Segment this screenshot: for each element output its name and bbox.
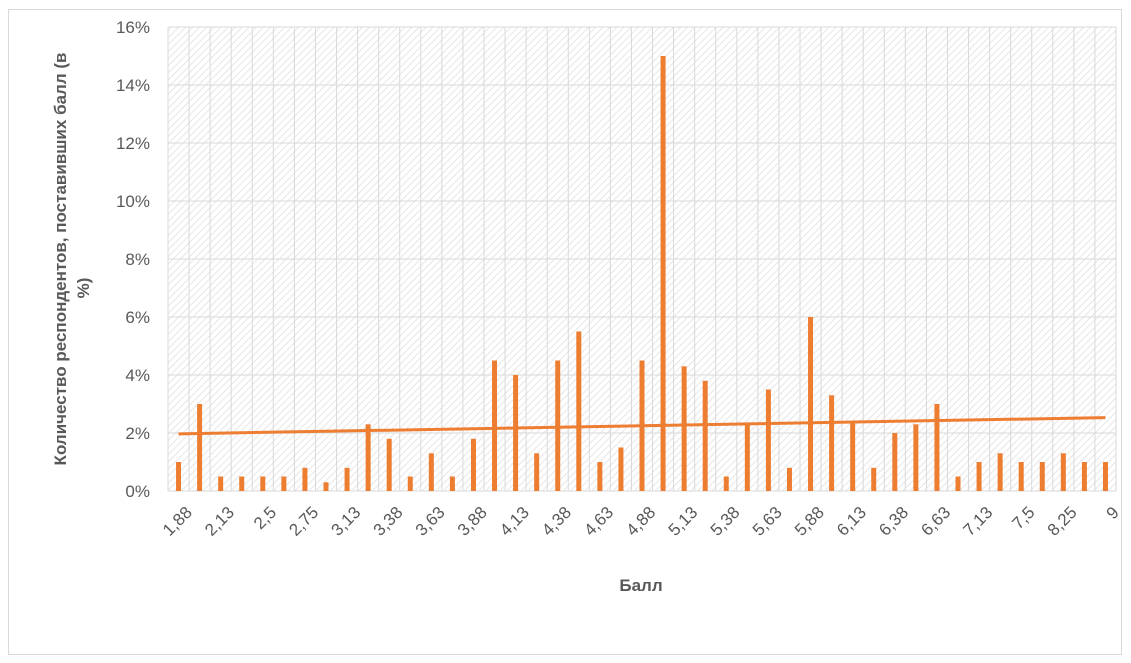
bar [955, 476, 961, 491]
bar [492, 360, 498, 491]
bar [197, 404, 203, 491]
bar [513, 375, 519, 491]
bar [829, 395, 835, 491]
bar [850, 421, 856, 491]
bar [723, 476, 729, 491]
x-tick-label: 3,63 [412, 503, 449, 540]
bar [428, 453, 434, 491]
bar [808, 317, 814, 491]
bar [976, 462, 982, 491]
bar [1060, 453, 1066, 491]
x-tick-label: 5,63 [749, 503, 786, 540]
y-tick-label: 6% [125, 308, 150, 327]
bar [681, 366, 687, 491]
bar [218, 476, 224, 491]
bar [239, 476, 245, 491]
bar [323, 482, 329, 491]
y-tick-label: 0% [125, 482, 150, 501]
y-tick-label: 14% [116, 76, 150, 95]
bar [176, 462, 182, 491]
bar [618, 447, 624, 491]
x-tick-label: 7,13 [960, 503, 997, 540]
y-axis-ticks: 0% 2% 4% 6% 8% 10% 12% 14% 16% [116, 18, 150, 501]
bar [407, 476, 413, 491]
bar [765, 389, 771, 491]
bar [281, 476, 287, 491]
x-tick-label: 3,88 [454, 503, 491, 540]
bar [302, 467, 308, 491]
x-tick-label: 8,25 [1044, 503, 1081, 540]
bar [470, 438, 476, 491]
bar [702, 380, 708, 491]
bar [1081, 462, 1087, 491]
bar [1018, 462, 1024, 491]
bar [660, 56, 666, 491]
x-axis-label: Балл [619, 576, 662, 595]
bar [365, 424, 371, 491]
bar [260, 476, 266, 491]
grid-lines [167, 26, 1117, 492]
bar [597, 462, 603, 491]
y-tick-label: 4% [125, 366, 150, 385]
x-tick-label: 5,38 [707, 503, 744, 540]
y-axis-label-line2: %) [74, 278, 93, 299]
x-tick-label: 6,63 [917, 503, 954, 540]
bar [576, 331, 582, 491]
x-tick-label: 6,38 [875, 503, 912, 540]
x-tick-label: 5,88 [791, 503, 828, 540]
bar [934, 404, 940, 491]
y-tick-label: 12% [116, 134, 150, 153]
x-tick-label: 3,38 [370, 503, 407, 540]
x-tick-label: 2,75 [285, 503, 322, 540]
y-tick-label: 2% [125, 424, 150, 443]
x-tick-label: 9 [1103, 503, 1123, 523]
bar [997, 453, 1003, 491]
bar [913, 424, 919, 491]
bar [1102, 462, 1108, 491]
x-tick-label: 4,63 [580, 503, 617, 540]
bar [892, 433, 898, 491]
bar [786, 467, 792, 491]
y-tick-label: 16% [116, 18, 150, 37]
x-tick-label: 6,13 [833, 503, 870, 540]
x-tick-label: 2,5 [250, 503, 280, 533]
x-tick-label: 5,13 [665, 503, 702, 540]
x-tick-label: 4,13 [496, 503, 533, 540]
trend-line [178, 416, 1106, 436]
bar [744, 424, 750, 491]
x-tick-label: 3,13 [328, 503, 365, 540]
y-tick-label: 8% [125, 250, 150, 269]
y-axis-label: Количество респондентов, поставивших бал… [51, 53, 70, 466]
x-tick-label: 1,88 [159, 503, 196, 540]
x-axis-ticks: 1,88 2,13 2,5 2,75 3,13 3,38 3,63 3,88 4,13 4,38 4… [159, 503, 1123, 540]
bar [534, 453, 540, 491]
bar [449, 476, 455, 491]
x-tick-label: 4,38 [538, 503, 575, 540]
x-tick-label: 7,5 [1008, 503, 1038, 533]
bar [386, 438, 392, 491]
x-tick-label: 2,13 [201, 503, 238, 540]
bar [1039, 462, 1045, 491]
bar [871, 467, 877, 491]
y-tick-label: 10% [116, 192, 150, 211]
bar [344, 467, 350, 491]
x-tick-label: 4,88 [622, 503, 659, 540]
